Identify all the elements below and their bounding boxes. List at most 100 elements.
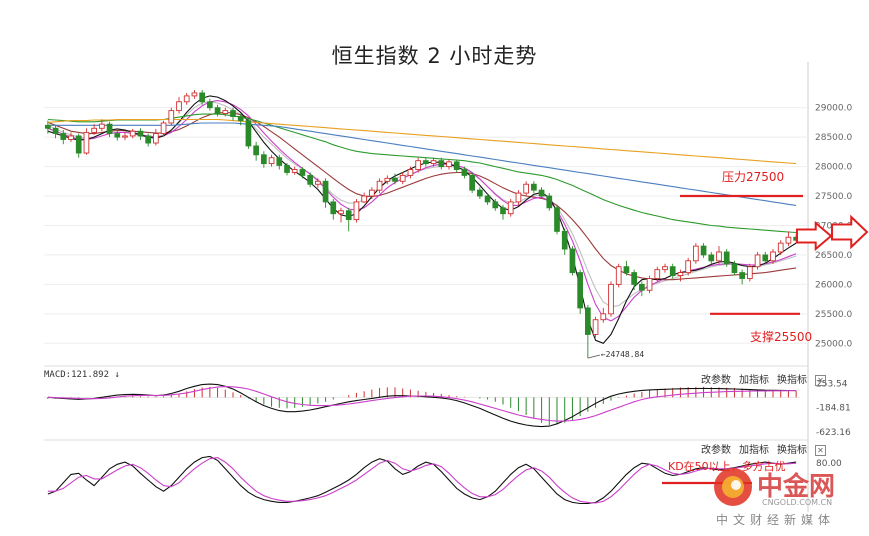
candle-body <box>631 272 637 285</box>
candle-body <box>754 254 761 268</box>
moving-average-line <box>47 100 797 322</box>
candle-body <box>307 174 313 185</box>
candle-body <box>531 183 537 191</box>
candle-body <box>207 101 213 109</box>
y-tick-label: 28500.0 <box>815 133 852 143</box>
candle-body <box>700 245 707 256</box>
candle-body <box>268 157 275 165</box>
candle-body <box>438 160 445 168</box>
candle-body <box>299 169 306 176</box>
candle-body <box>338 210 344 215</box>
kd-switch-indicator-button[interactable]: 换指标 <box>777 445 807 456</box>
candle-body <box>492 201 499 209</box>
candle-body <box>214 107 221 115</box>
candle-body <box>585 307 591 335</box>
candle-body <box>60 133 67 140</box>
candle-body <box>168 110 175 124</box>
candle-body <box>592 319 599 335</box>
macd-value-text: MACD:121.892 <box>44 370 110 380</box>
support-label: 支撑25500 <box>750 329 812 344</box>
macd-close-icon[interactable]: ✕ <box>815 375 826 386</box>
candle-body <box>677 272 684 276</box>
candle-body <box>538 189 545 197</box>
candle-body <box>477 189 483 197</box>
y-tick-label: 27500.0 <box>815 192 852 202</box>
candle-body <box>176 101 182 112</box>
candle-body <box>646 278 653 291</box>
candle-body <box>731 263 738 274</box>
candle-body <box>716 251 722 262</box>
candle-body <box>654 269 661 279</box>
candle-body <box>762 254 769 262</box>
candle-body <box>747 266 753 279</box>
candle-body <box>369 189 375 197</box>
candle-body <box>415 160 421 170</box>
candle-body <box>91 127 97 133</box>
macd-switch-indicator-button[interactable]: 换指标 <box>777 375 807 386</box>
candle-body <box>500 207 506 215</box>
candle-body <box>75 135 82 154</box>
candle-body <box>407 169 414 176</box>
candle-body <box>777 242 784 253</box>
candle-body <box>669 266 676 276</box>
candle-body <box>284 164 290 173</box>
candle-body <box>222 110 229 115</box>
candle-body <box>191 92 198 97</box>
candle-body <box>68 135 74 140</box>
low-marker-line <box>587 354 600 359</box>
candle-body <box>785 236 792 244</box>
candle-body <box>153 133 159 144</box>
macd-value-label: MACD:121.892 ↓ <box>44 370 120 380</box>
candle-body <box>639 283 645 291</box>
candle-body <box>106 123 113 135</box>
candle-body <box>430 160 437 165</box>
candle-body <box>739 272 745 279</box>
y-tick-label: 28000.0 <box>815 163 852 173</box>
candle-body <box>662 266 668 271</box>
candle-body <box>484 195 491 203</box>
candle-body <box>708 254 715 262</box>
kd-panel-buttons: 改参数 加指标 换指标 ✕ <box>693 441 826 456</box>
macd-edit-params-button[interactable]: 改参数 <box>701 375 731 386</box>
candle-body <box>569 248 576 274</box>
macd-dea-line <box>47 386 797 422</box>
candle-body <box>446 161 452 168</box>
watermark-url: CNGOLD.COM.CN <box>762 498 833 507</box>
breakout-arrow-icon <box>796 220 833 252</box>
macd-arrow-icon: ↓ <box>114 370 120 380</box>
candle-body <box>330 201 337 215</box>
breakout-arrow-icon <box>831 214 869 250</box>
candle-body <box>315 180 321 185</box>
macd-tick-label: -623.16 <box>816 428 851 438</box>
moving-average-line <box>47 122 797 206</box>
macd-dif-line <box>47 383 797 428</box>
candle-body <box>515 192 522 203</box>
candle-body <box>129 130 136 137</box>
candle-body <box>600 313 607 321</box>
y-tick-label: 25000.0 <box>815 339 852 349</box>
candle-body <box>608 283 614 315</box>
candle-body <box>577 272 583 309</box>
candle-body <box>523 183 529 194</box>
chart-title: 恒生指数 2 小时走势 <box>331 44 538 68</box>
candle-body <box>723 251 730 265</box>
watermark-brand: 中金网 <box>757 472 836 502</box>
resistance-label: 压力27500 <box>722 170 784 184</box>
macd-panel-buttons: 改参数 加指标 换指标 ✕ <box>693 371 826 386</box>
candle-body <box>399 174 406 182</box>
kd-edit-params-button[interactable]: 改参数 <box>701 445 731 456</box>
kd-add-indicator-button[interactable]: 加指标 <box>739 445 769 456</box>
candle-body <box>52 127 59 135</box>
candle-body <box>685 260 691 274</box>
candle-body <box>392 177 398 182</box>
candle-body <box>160 122 167 135</box>
candle-body <box>253 145 259 156</box>
macd-add-indicator-button[interactable]: 加指标 <box>739 375 769 386</box>
candle-body <box>261 154 267 165</box>
kd-annotation-label: KD在50以上，多方占优 <box>668 459 786 473</box>
low-price-label: ←24748.84 <box>601 350 645 359</box>
candle-body <box>291 169 298 173</box>
candle-body <box>353 201 360 221</box>
kd-close-icon[interactable]: ✕ <box>815 445 826 456</box>
